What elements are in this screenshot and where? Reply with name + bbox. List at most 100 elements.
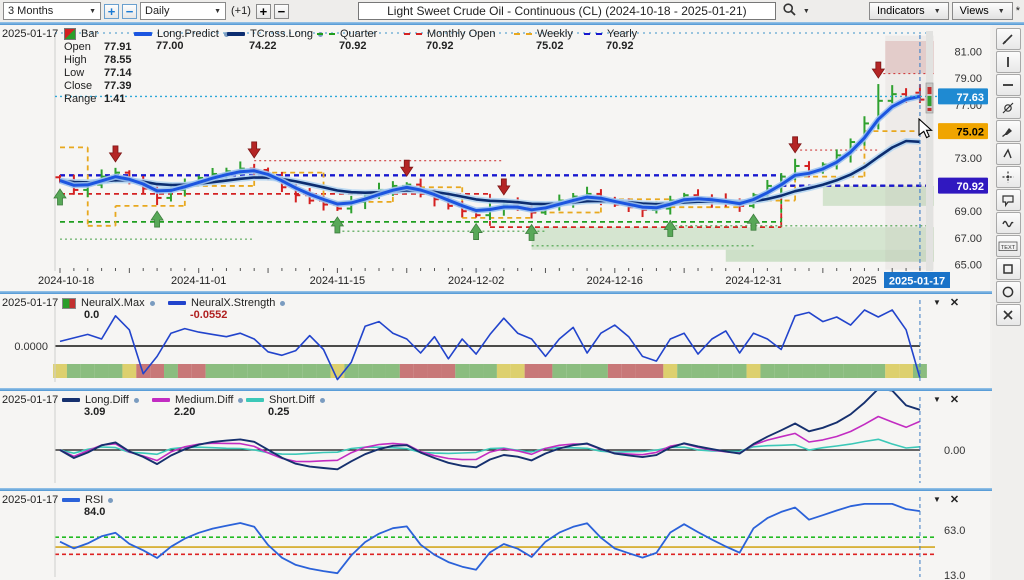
legend-item-quarter[interactable]: Quarter 70.92 <box>317 28 377 52</box>
period-offset-label: (+1) <box>231 5 251 17</box>
rectangle-tool-button[interactable] <box>995 258 1021 280</box>
views-button-label: Views <box>959 5 989 17</box>
legend-item-rsi[interactable]: RSI 84.0 <box>62 494 114 518</box>
elbow-line-tool-button[interactable] <box>995 143 1021 165</box>
diff-panel-date: 2025-01-17 <box>2 394 59 406</box>
range-select[interactable]: 3 Months ▼ <box>3 2 101 20</box>
legend-label: Quarter <box>340 28 378 40</box>
rsi-chart-svg[interactable]: 63.0 13.0 <box>0 491 990 580</box>
svg-text:65.00: 65.00 <box>954 259 982 271</box>
legend-dot-icon <box>280 300 286 306</box>
bars-add-button[interactable]: + <box>255 3 271 19</box>
legend-dot-icon <box>108 497 114 503</box>
svg-text:79.00: 79.00 <box>954 73 982 85</box>
quarter-swatch <box>317 33 335 35</box>
close-panel-icon[interactable]: ✕ <box>949 297 960 309</box>
close-value: 77.39 <box>104 80 132 92</box>
main-price-panel: 81.00 79.00 77.00 73.00 69.00 67.00 65.00 77.63… <box>0 25 990 291</box>
ray-tool-button[interactable] <box>995 97 1021 119</box>
period-select[interactable]: Daily ▼ <box>140 2 226 20</box>
legend-label: Yearly <box>607 28 638 40</box>
neuralx-panel-date: 2025-01-17 <box>2 297 59 309</box>
legend-item-monthly-open[interactable]: Monthly Open 70.92 <box>404 28 495 52</box>
collapse-panel-icon[interactable]: ▼ <box>933 395 941 404</box>
panel-splitter[interactable] <box>0 488 992 491</box>
legend-item-medium-diff[interactable]: Medium.Diff 2.20 <box>152 394 244 418</box>
legend-label: NeuralX.Strength <box>191 297 276 309</box>
horizontal-line-tool-button[interactable] <box>995 74 1021 96</box>
panel-splitter[interactable] <box>0 291 992 294</box>
svg-text:2024-11-01: 2024-11-01 <box>171 275 226 287</box>
search-icon[interactable] <box>782 2 797 20</box>
period-select-value: Daily <box>145 5 170 17</box>
vertical-line-tool-button[interactable] <box>995 51 1021 73</box>
legend-value: 70.92 <box>606 40 634 52</box>
yearly-swatch <box>584 33 602 35</box>
legend-value: 70.92 <box>339 40 367 52</box>
legend-item-short-diff[interactable]: Short.Diff 0.25 <box>246 394 325 418</box>
svg-text:81.00: 81.00 <box>954 47 982 59</box>
brush-tool-button[interactable] <box>995 120 1021 142</box>
collapse-panel-icon[interactable]: ▼ <box>933 298 941 307</box>
text-tool-button[interactable]: TEXT <box>995 235 1021 257</box>
legend-value: 75.02 <box>536 40 564 52</box>
legend-label: Long.Predict <box>157 28 219 40</box>
legend-label: Medium.Diff <box>175 394 234 406</box>
main-chart-svg[interactable]: 81.00 79.00 77.00 73.00 69.00 67.00 65.00 77.63… <box>0 25 990 291</box>
collapse-panel-icon[interactable]: ▼ <box>933 495 941 504</box>
legend-item-yearly[interactable]: Yearly 70.92 <box>584 28 637 52</box>
legend-value: 74.22 <box>249 40 277 52</box>
crosshair-tool-button[interactable] <box>995 166 1021 188</box>
legend-item-weekly[interactable]: Weekly 75.02 <box>514 28 573 52</box>
main-panel-date: 2025-01-17 <box>2 28 59 40</box>
tcross-long-swatch <box>227 32 245 36</box>
diff-panel: 0.00 2025-01-17 Long.Diff 3.09 Medium.Di… <box>0 391 990 488</box>
svg-text:2025: 2025 <box>852 275 876 287</box>
drawing-tools-toolbar: TEXT <box>992 25 1024 580</box>
legend-value: 0.0 <box>84 309 100 321</box>
neuralx-chart-svg[interactable]: 0.0000 <box>0 294 990 388</box>
legend-dot-icon <box>238 397 244 403</box>
bars-remove-button[interactable]: − <box>273 3 289 19</box>
legend-item-neuralx-max[interactable]: NeuralX.Max 0.0 <box>62 297 155 321</box>
legend-dot-icon <box>319 397 325 403</box>
close-panel-icon[interactable]: ✕ <box>949 494 960 506</box>
long-diff-swatch <box>62 398 80 402</box>
pencil-tool-button[interactable] <box>995 28 1021 50</box>
wave-tool-button[interactable] <box>995 212 1021 234</box>
svg-text:2024-12-16: 2024-12-16 <box>587 275 643 287</box>
rsi-panel-date: 2025-01-17 <box>2 494 59 506</box>
weekly-swatch <box>514 33 532 35</box>
svg-text:13.0: 13.0 <box>944 570 965 580</box>
chevron-down-icon[interactable]: ▼ <box>802 7 810 15</box>
legend-item-neuralx-strength[interactable]: NeuralX.Strength -0.0552 <box>168 297 286 321</box>
views-button[interactable]: Views ▼ <box>951 2 1013 20</box>
legend-value: 2.20 <box>174 406 196 418</box>
top-toolbar: 3 Months ▼ + − Daily ▼ (+1) + − Light Sw… <box>0 0 1024 22</box>
toolbar-separator <box>0 22 1024 25</box>
symbol-title-box[interactable]: Light Sweet Crude Oil - Continuous (CL) … <box>357 2 776 20</box>
neuralx-panel: 0.0000 2025-01-17 NeuralX.Max 0.0 Neural… <box>0 294 990 388</box>
diff-panel-controls: ▼ ✕ <box>933 393 959 406</box>
legend-item-tcross-long[interactable]: TCross.Long 74.22 <box>227 28 323 52</box>
svg-text:77.63: 77.63 <box>956 92 984 104</box>
rsi-panel-controls: ▼ ✕ <box>933 493 959 506</box>
legend-dot-icon <box>133 397 139 403</box>
legend-dot-icon <box>223 31 229 37</box>
panel-splitter[interactable] <box>0 388 992 391</box>
legend-label: TCross.Long <box>250 28 313 40</box>
delete-tool-button[interactable] <box>995 304 1021 326</box>
range-zoom-out-button[interactable]: − <box>122 3 137 19</box>
legend-item-long-predict[interactable]: Long.Predict 77.00 <box>134 28 229 52</box>
close-panel-icon[interactable]: ✕ <box>949 394 960 406</box>
indicators-button-label: Indicators <box>876 5 925 17</box>
legend-item-bar[interactable]: Bar <box>64 28 98 40</box>
callout-tool-button[interactable] <box>995 189 1021 211</box>
svg-text:70.92: 70.92 <box>956 181 984 193</box>
ellipse-tool-button[interactable] <box>995 281 1021 303</box>
indicators-button[interactable]: Indicators ▼ <box>868 2 949 20</box>
legend-item-long-diff[interactable]: Long.Diff 3.09 <box>62 394 139 418</box>
diff-chart-svg[interactable]: 0.00 <box>0 391 990 488</box>
range-zoom-in-button[interactable]: + <box>104 3 119 19</box>
